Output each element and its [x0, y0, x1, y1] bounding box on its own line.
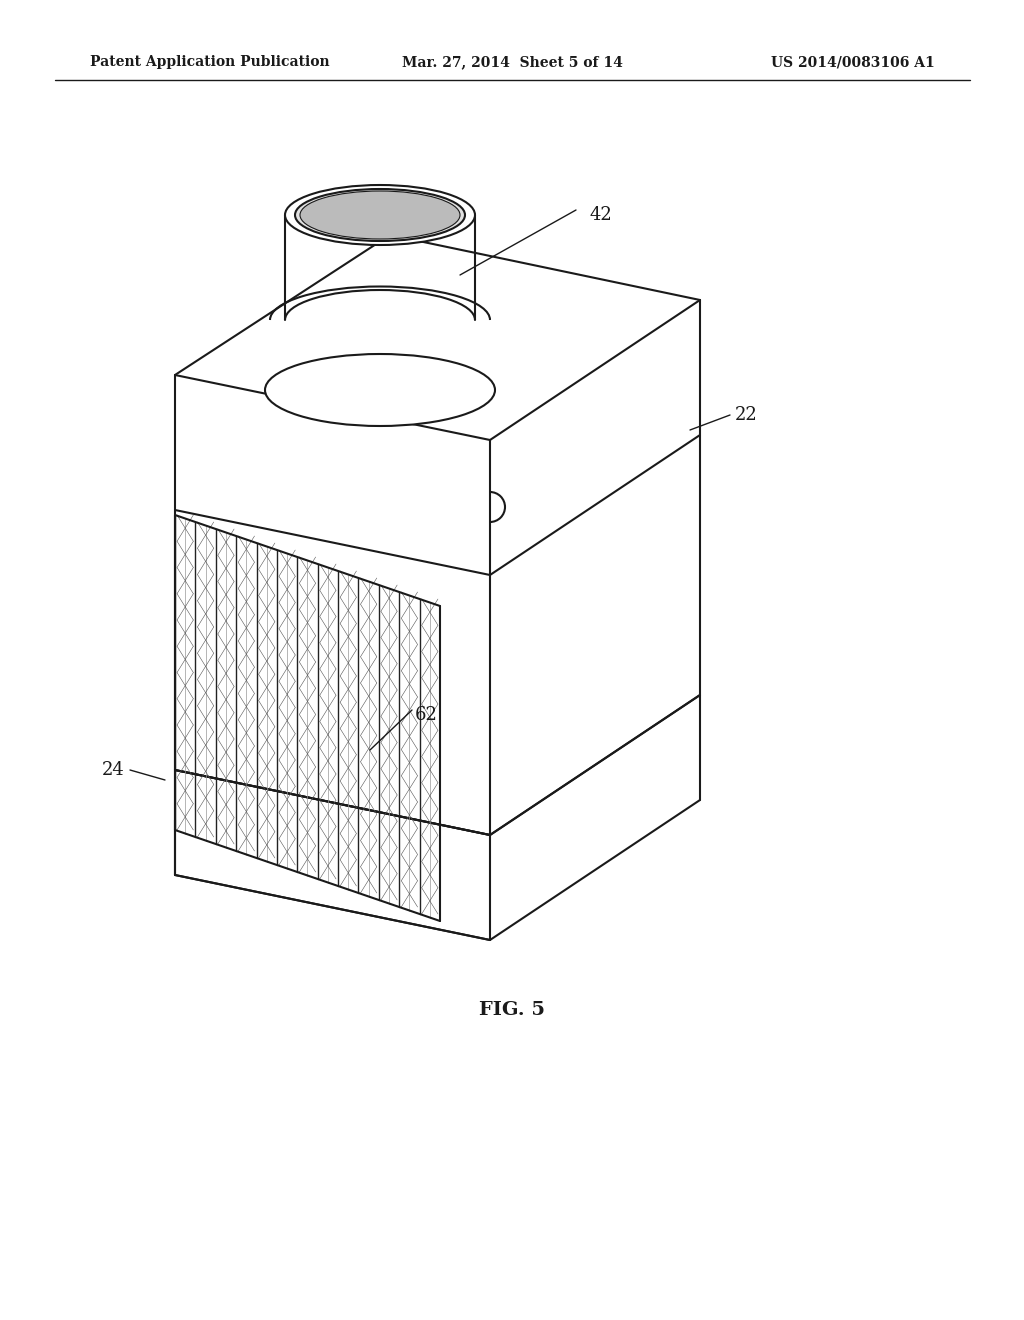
- Text: 62: 62: [415, 706, 438, 723]
- Text: US 2014/0083106 A1: US 2014/0083106 A1: [771, 55, 935, 69]
- Text: 22: 22: [735, 407, 758, 424]
- Text: 42: 42: [590, 206, 612, 224]
- Ellipse shape: [295, 189, 465, 242]
- Text: Mar. 27, 2014  Sheet 5 of 14: Mar. 27, 2014 Sheet 5 of 14: [401, 55, 623, 69]
- Ellipse shape: [265, 354, 495, 426]
- Text: Patent Application Publication: Patent Application Publication: [90, 55, 330, 69]
- Text: 24: 24: [102, 762, 125, 779]
- Ellipse shape: [285, 185, 475, 246]
- Text: FIG. 5: FIG. 5: [479, 1001, 545, 1019]
- Ellipse shape: [300, 191, 460, 239]
